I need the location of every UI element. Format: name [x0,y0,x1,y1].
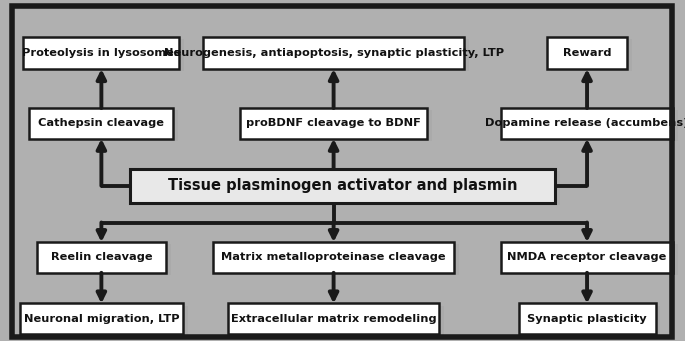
Text: Cathepsin cleavage: Cathepsin cleavage [38,118,164,129]
Bar [34,110,178,141]
Bar [240,108,427,139]
Bar [551,39,632,72]
Text: NMDA receptor cleavage: NMDA receptor cleavage [508,252,667,263]
Bar [28,39,184,72]
Text: proBDNF cleavage to BDNF: proBDNF cleavage to BDNF [246,118,421,129]
Text: Proteolysis in lysosomes: Proteolysis in lysosomes [22,48,181,58]
Bar [213,242,454,273]
Bar [501,108,673,139]
Bar [218,244,459,275]
Text: Neurogenesis, antiapoptosis, synaptic plasticity, LTP: Neurogenesis, antiapoptosis, synaptic pl… [164,48,503,58]
Text: Neuronal migration, LTP: Neuronal migration, LTP [23,314,179,324]
Bar [130,169,555,203]
Bar [523,306,660,337]
Bar [203,37,464,69]
Bar [506,110,678,141]
Text: Matrix metalloproteinase cleavage: Matrix metalloproteinase cleavage [221,252,446,263]
Bar [233,306,444,337]
Bar [25,306,188,337]
Bar [245,110,432,141]
Bar [228,303,439,334]
Bar [501,242,673,273]
Bar [23,37,179,69]
Bar [519,303,656,334]
Text: Synaptic plasticity: Synaptic plasticity [527,314,647,324]
Text: Tissue plasminogen activator and plasmin: Tissue plasminogen activator and plasmin [168,178,517,193]
Bar [37,242,166,273]
Bar [29,108,173,139]
Bar [42,244,171,275]
Bar [20,303,183,334]
Bar [506,244,678,275]
Bar [547,37,627,69]
Bar [135,171,560,205]
Text: Reelin cleavage: Reelin cleavage [51,252,152,263]
Text: Reward: Reward [563,48,611,58]
Text: Extracellular matrix remodeling: Extracellular matrix remodeling [231,314,436,324]
Bar [208,39,469,72]
Text: Dopamine release (accumbens): Dopamine release (accumbens) [486,118,685,129]
